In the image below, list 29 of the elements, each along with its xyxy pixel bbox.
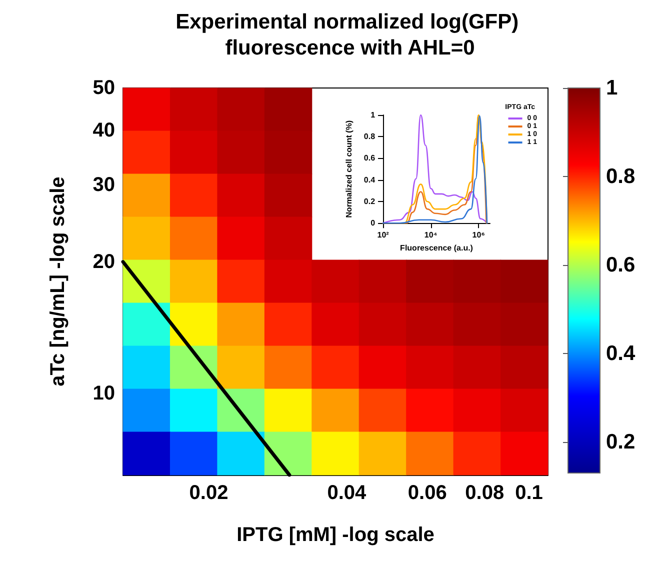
y-tick-label: 40	[92, 119, 115, 142]
y-axis-title: aTc [ng/mL] -log scale	[47, 176, 69, 386]
y-tick-label: 0	[370, 218, 376, 228]
y-tick-label: 1	[370, 110, 376, 120]
y-tick-label: 10	[92, 382, 115, 404]
y-tick-label: 50	[92, 77, 115, 99]
x-tick-label: 10²	[377, 230, 390, 240]
x-tick-label: 10⁶	[472, 230, 486, 240]
y-axis-title: Normalized cell count (%)	[344, 120, 354, 218]
y-tick-label: 0.8	[364, 132, 376, 142]
y-tick-label: 30	[92, 174, 115, 196]
color-bar-label: 0.2	[606, 430, 636, 454]
x-tick-label: 0.08	[465, 482, 504, 504]
x-tick-label: 10⁴	[424, 230, 438, 240]
x-tick-label: 0.1	[515, 482, 543, 504]
x-tick-label: 0.04	[327, 482, 368, 504]
y-tick-label: 0.2	[364, 196, 376, 206]
x-axis-title: IPTG [mM] -log scale	[236, 524, 434, 546]
chart-title: Experimental normalized log(GFP) fluorescence with AHL=0	[176, 10, 524, 60]
color-bar-label: 0.8	[606, 165, 636, 188]
color-bar-label: 1	[606, 76, 618, 100]
x-tick-label: 0.06	[408, 482, 447, 504]
y-tick-label: 0.4	[364, 175, 376, 184]
x-axis-title: Fluorescence (a.u.)	[400, 244, 474, 252]
x-tick-label: 0.02	[189, 482, 228, 504]
color-bar-label: 0.6	[606, 254, 636, 277]
y-tick-label: 20	[92, 250, 115, 273]
color-bar-label: 0.4	[606, 342, 636, 366]
y-tick-label: 0.6	[364, 154, 376, 163]
